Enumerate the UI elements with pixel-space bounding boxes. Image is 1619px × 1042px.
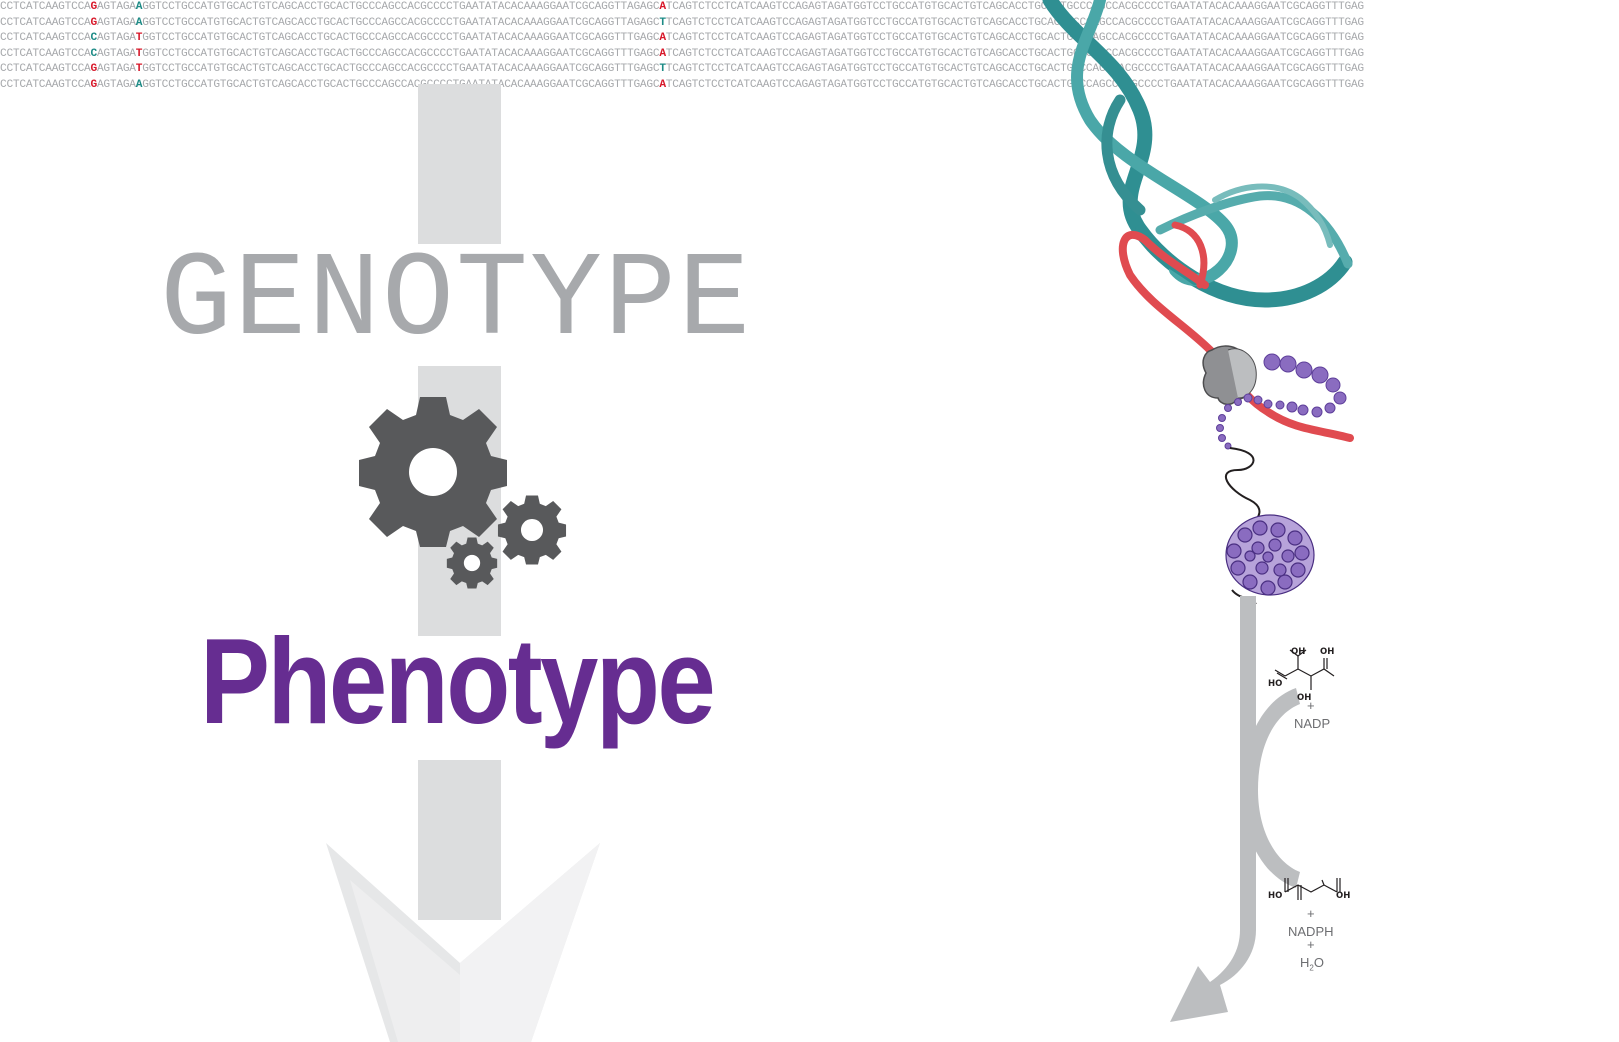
sequence-segment: CCTCATCAAGTCCA [0,63,91,76]
arrow-shaft-bottom [418,760,501,920]
variant-base: T [135,63,143,76]
polypeptide-chain [1216,353,1347,450]
variant-base: A [135,16,143,29]
variant-base: A [659,78,666,90]
variant-base: A [659,47,666,60]
small-gear-icon [446,537,498,589]
product-group-1: HO [1268,891,1282,901]
substrate-group-4: OH [1297,693,1311,703]
sequence-segment: CCTCATCAAGTCCA [0,32,91,45]
dna-sequence-block: CCTCATCAAGTCCAGAGTAGAAGGTCCTGCCATGTGCACT… [0,0,1619,90]
medium-gear-icon [497,495,567,565]
sequence-line: CCTCATCAAGTCCAGAGTAGATGGTCCTGCCATGTGCACT… [0,62,1619,78]
sequence-segment: CCTCATCAAGTCCA [0,1,91,13]
sequence-line: CCTCATCAAGTCCACAGTAGATGGTCCTGCCATGTGCACT… [0,47,1619,63]
gears-icon [359,397,567,589]
reaction-plus-3: + [1307,937,1315,952]
sequence-segment: AGTAGA [96,78,136,90]
reaction-plus-1: + [1307,698,1315,713]
variant-base: T [135,32,143,45]
sequence-segment: CCTCATCAAGTCCA [0,78,91,90]
variant-base: G [90,78,98,90]
variant-base: C [90,47,98,60]
sequence-segment: TCAGTCTCCTCATCAAGTCCAGAGTAGATGGTCCTGCCAT… [665,1,1364,13]
sequence-segment: GGTCCTGCCATGTGCACTGTCAGCACCTGCACTGCCCAGC… [142,1,660,13]
sequence-segment: GGTCCTGCCATGTGCACTGTCAGCACCTGCACTGCCCAGC… [142,47,660,60]
sequence-segment: CCTCATCAAGTCCA [0,16,91,29]
dna-helix-illustration [1042,0,1354,442]
sequence-segment: TCAGTCTCCTCATCAAGTCCAGAGTAGATGGTCCTGCCAT… [665,78,1364,90]
substrate-structure [1274,649,1335,690]
product-group-2: OH [1336,891,1350,901]
variant-base: G [90,63,98,76]
sequence-segment: GGTCCTGCCATGTGCACTGTCAGCACCTGCACTGCCCAGC… [142,16,660,29]
substrate-group-1: HO [1268,679,1282,689]
variant-base: C [90,32,98,45]
polypeptide-strand [1225,447,1261,526]
sequence-segment: GGTCCTGCCATGTGCACTGTCAGCACCTGCACTGCCCAGC… [142,63,660,76]
ribosome-illustration [1202,345,1257,406]
variant-base: A [135,1,143,13]
sequence-segment: TCAGTCTCCTCATCAAGTCCAGAGTAGATGGTCCTGCCAT… [665,16,1364,29]
product-structure [1284,878,1341,900]
sequence-segment: TCAGTCTCCTCATCAAGTCCAGAGTAGATGGTCCTGCCAT… [665,47,1364,60]
variant-base: T [135,47,143,60]
variant-base: A [659,1,666,13]
sequence-segment: AGTAGA [96,32,136,45]
sequence-segment: AGTAGA [96,16,136,29]
arrow-shaft-top [418,84,501,244]
sequence-segment: AGTAGA [96,47,136,60]
sequence-segment: GGTCCTGCCATGTGCACTGTCAGCACCTGCACTGCCCAGC… [142,32,660,45]
sequence-segment: TCAGTCTCCTCATCAAGTCCAGAGTAGATGGTCCTGCCAT… [665,32,1364,45]
cofactor-nadp: NADP [1294,716,1331,731]
reaction-plus-2: + [1307,906,1315,921]
sequence-segment: AGTAGA [96,1,136,13]
sequence-line: CCTCATCAAGTCCACAGTAGATGGTCCTGCCATGTGCACT… [0,31,1619,47]
genotype-title: GENOTYPE [160,234,753,370]
variant-base: A [659,32,666,45]
pathway-arrow [1170,596,1300,1022]
cofactor-nadph: NADPH [1288,924,1334,939]
variant-base: G [90,1,98,13]
substrate-group-3: OH [1320,647,1334,657]
sequence-segment: AGTAGA [96,63,136,76]
sequence-line: CCTCATCAAGTCCAGAGTAGAAGGTCCTGCCATGTGCACT… [0,0,1619,16]
sequence-segment: CCTCATCAAGTCCA [0,47,91,60]
variant-base: G [90,16,98,29]
substrate-group-2: OH [1291,647,1305,657]
variant-base: T [659,63,666,76]
sequence-line: CCTCATCAAGTCCAGAGTAGAAGGTCCTGCCATGTGCACT… [0,16,1619,32]
variant-base: A [135,78,143,90]
sequence-segment: TCAGTCTCCTCATCAAGTCCAGAGTAGATGGTCCTGCCAT… [665,63,1364,76]
variant-base: T [659,16,666,29]
phenotype-title: Phenotype [200,613,716,749]
water-label: H2O [1300,955,1324,973]
folded-protein-illustration [1225,514,1315,605]
large-gear-icon [359,397,507,547]
sequence-segment: GGTCCTGCCATGTGCACTGTCAGCACCTGCACTGCCCAGC… [142,78,660,90]
sequence-line: CCTCATCAAGTCCAGAGTAGAAGGTCCTGCCATGTGCACT… [0,78,1619,90]
